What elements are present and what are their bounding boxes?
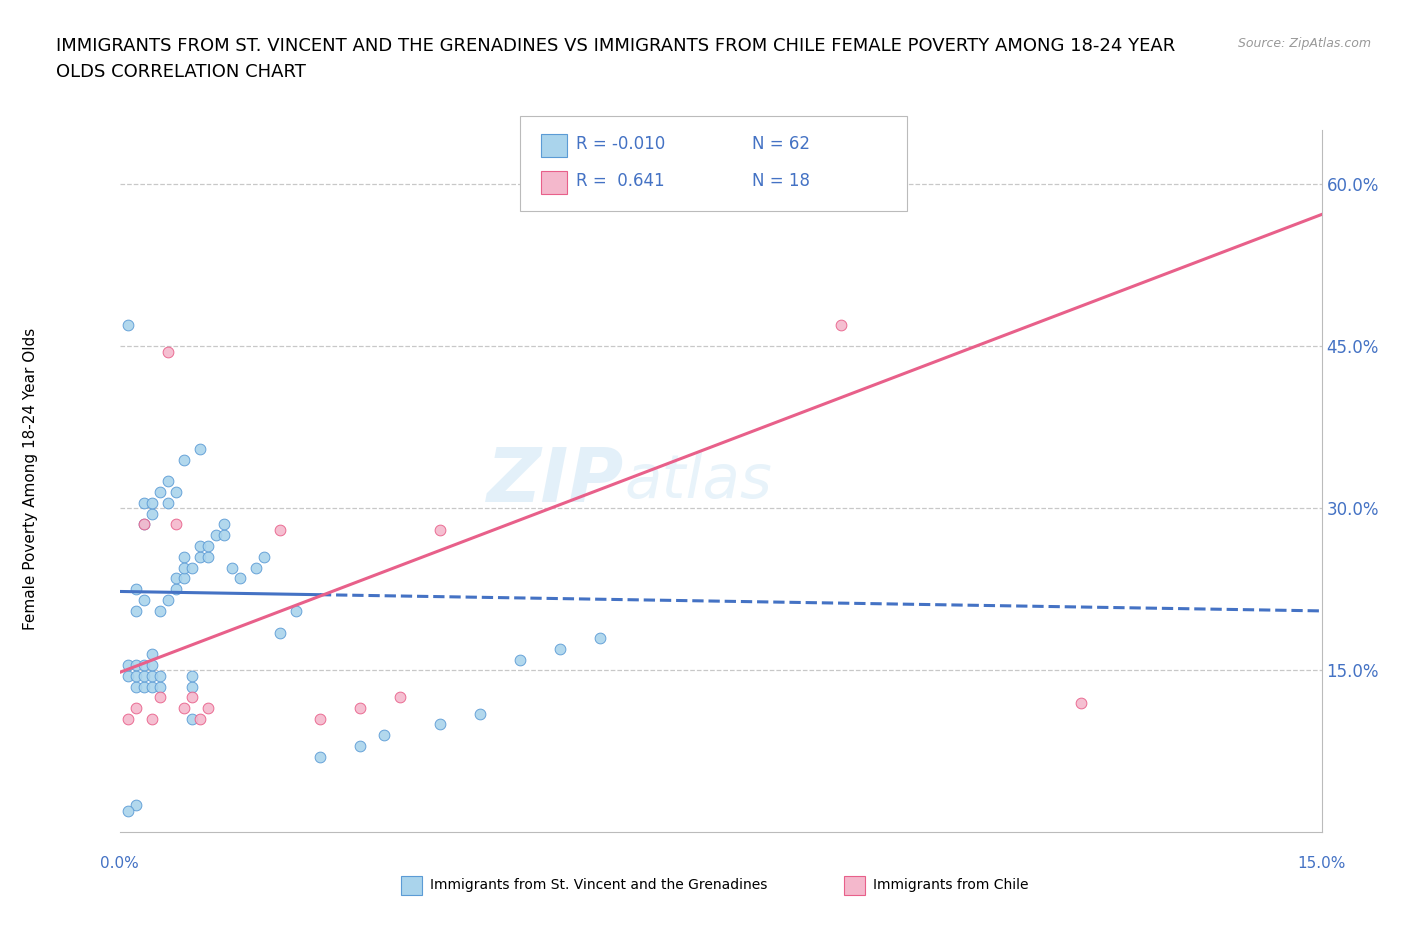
Point (188, 711, 211, 726)
Point (117, 669, 139, 684)
Point (165, 571, 187, 586)
Text: 15.0%: 15.0% (1298, 856, 1346, 870)
Point (173, 550, 195, 565)
Point (197, 538, 219, 553)
Point (124, 604, 146, 618)
Point (468, 706, 492, 721)
Text: 0.0%: 0.0% (100, 856, 139, 870)
Point (132, 669, 155, 684)
Point (173, 571, 195, 586)
Point (197, 550, 219, 565)
Point (156, 496, 179, 511)
Point (156, 344, 179, 359)
Point (550, 642, 572, 657)
Point (117, 317, 139, 332)
Point (124, 658, 146, 672)
Point (188, 538, 211, 553)
Point (245, 560, 267, 575)
Point (165, 485, 187, 499)
Point (173, 700, 195, 715)
Text: Immigrants from Chile: Immigrants from Chile (873, 878, 1029, 893)
Point (269, 625, 291, 640)
Point (589, 631, 612, 645)
Point (117, 804, 139, 818)
Point (124, 679, 146, 694)
Point (349, 738, 371, 753)
Text: N = 18: N = 18 (752, 172, 810, 191)
Point (149, 690, 172, 705)
Point (149, 669, 172, 684)
Text: OLDS CORRELATION CHART: OLDS CORRELATION CHART (56, 63, 307, 81)
Point (228, 571, 252, 586)
Point (117, 711, 139, 726)
Point (830, 317, 852, 332)
Text: R =  0.641: R = 0.641 (576, 172, 665, 191)
Point (221, 560, 243, 575)
Point (180, 669, 202, 684)
Text: Source: ZipAtlas.com: Source: ZipAtlas.com (1237, 37, 1371, 50)
Point (132, 517, 155, 532)
Point (156, 592, 179, 607)
Point (141, 658, 163, 672)
Point (156, 474, 179, 489)
Point (284, 604, 307, 618)
Text: ZIP: ZIP (486, 445, 624, 518)
Point (141, 506, 163, 521)
Point (165, 517, 187, 532)
Point (149, 604, 172, 618)
Point (180, 560, 202, 575)
Point (253, 550, 276, 565)
Point (349, 700, 371, 715)
Point (204, 528, 226, 543)
Text: N = 62: N = 62 (752, 135, 810, 153)
Point (509, 652, 531, 667)
Point (165, 582, 187, 597)
Point (132, 658, 155, 672)
Point (132, 496, 155, 511)
Point (1070, 696, 1092, 711)
Point (132, 517, 155, 532)
Point (149, 679, 172, 694)
Point (124, 582, 146, 597)
Point (188, 550, 211, 565)
Point (373, 727, 395, 742)
Point (212, 528, 235, 543)
Point (429, 717, 451, 732)
Point (149, 485, 172, 499)
Point (141, 669, 163, 684)
Point (180, 679, 202, 694)
Point (173, 560, 195, 575)
Point (117, 658, 139, 672)
Point (388, 690, 412, 705)
Point (180, 690, 202, 705)
Point (132, 592, 155, 607)
Point (124, 700, 146, 715)
Point (124, 798, 146, 813)
Point (188, 442, 211, 457)
Point (212, 517, 235, 532)
Point (124, 669, 146, 684)
Point (309, 711, 332, 726)
Point (141, 679, 163, 694)
Point (132, 679, 155, 694)
Text: atlas: atlas (624, 452, 772, 511)
Text: IMMIGRANTS FROM ST. VINCENT AND THE GRENADINES VS IMMIGRANTS FROM CHILE FEMALE P: IMMIGRANTS FROM ST. VINCENT AND THE GREN… (56, 37, 1175, 55)
Text: R = -0.010: R = -0.010 (576, 135, 665, 153)
Point (197, 700, 219, 715)
Point (429, 523, 451, 538)
Point (141, 711, 163, 726)
Point (141, 496, 163, 511)
Point (141, 646, 163, 661)
Text: Immigrants from St. Vincent and the Grenadines: Immigrants from St. Vincent and the Gren… (430, 878, 768, 893)
Point (173, 452, 195, 467)
Point (180, 711, 202, 726)
Point (309, 750, 332, 764)
Point (269, 523, 291, 538)
Text: Female Poverty Among 18-24 Year Olds: Female Poverty Among 18-24 Year Olds (24, 328, 38, 631)
